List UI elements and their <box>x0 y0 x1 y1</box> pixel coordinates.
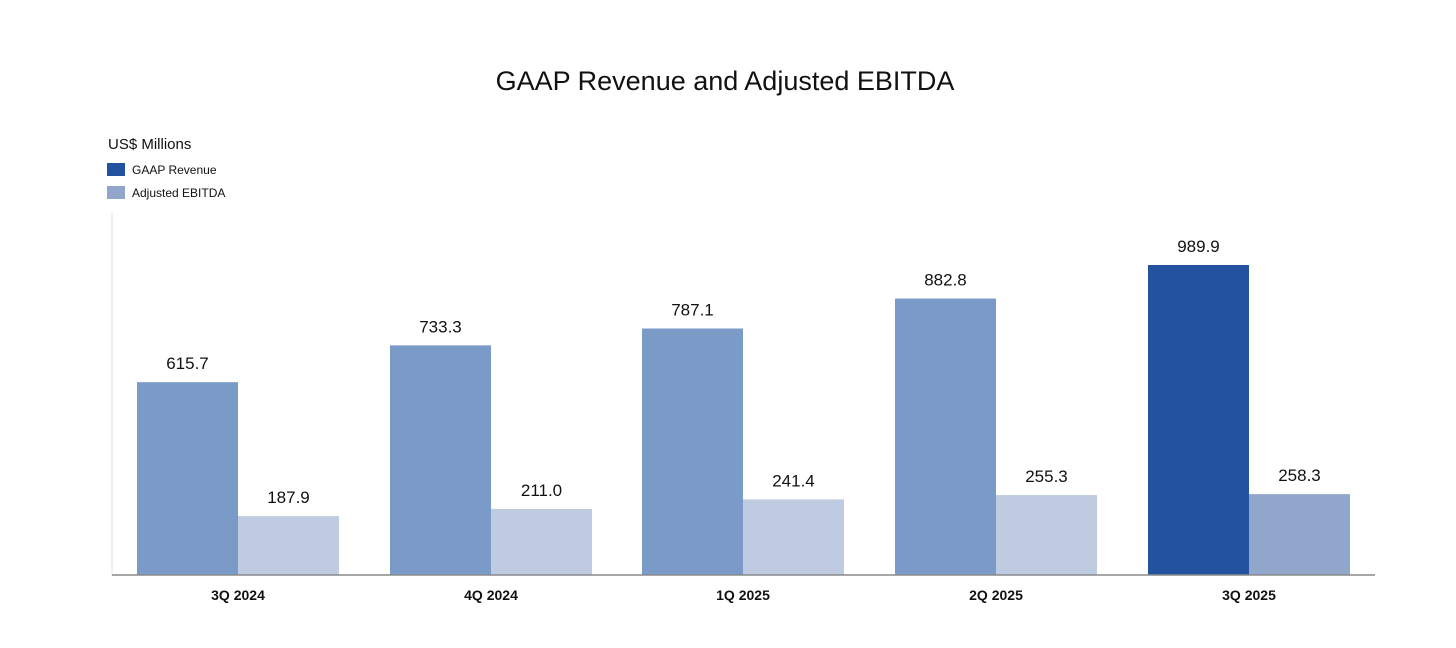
x-tick-labels-group: 3Q 2024 4Q 2024 1Q 2025 2Q 2025 3Q 2025 <box>211 587 1276 603</box>
value-labels-group: 615.7 187.9 733.3 211.0 787.1 241.4 882.8 255.3… <box>166 237 1321 507</box>
bar-adjusted-ebitda-3q-2024 <box>238 516 339 575</box>
bar-gaap-revenue-3q-2024 <box>137 382 238 575</box>
chart-title: GAAP Revenue and Adjusted EBITDA <box>496 66 955 96</box>
value-label-adjusted-ebitda-3q-2025: 258.3 <box>1278 466 1321 485</box>
bars-group <box>137 265 1350 575</box>
bar-adjusted-ebitda-3q-2025 <box>1249 494 1350 575</box>
value-label-adjusted-ebitda-4q-2024: 211.0 <box>521 481 562 500</box>
bar-adjusted-ebitda-1q-2025 <box>743 499 844 575</box>
legend-label-adjusted-ebitda: Adjusted EBITDA <box>132 186 225 200</box>
legend-label-gaap-revenue: GAAP Revenue <box>132 163 217 177</box>
value-label-adjusted-ebitda-2q-2025: 255.3 <box>1025 467 1068 486</box>
legend: GAAP Revenue Adjusted EBITDA <box>107 163 225 200</box>
x-tick-label-1q-2025: 1Q 2025 <box>716 587 770 603</box>
bar-adjusted-ebitda-2q-2025 <box>996 495 1097 575</box>
legend-swatch-gaap-revenue <box>107 163 125 176</box>
value-label-gaap-revenue-4q-2024: 733.3 <box>419 317 462 336</box>
x-tick-label-4q-2024: 4Q 2024 <box>464 587 518 603</box>
bar-gaap-revenue-2q-2025 <box>895 298 996 575</box>
value-label-gaap-revenue-2q-2025: 882.8 <box>924 271 967 290</box>
bar-gaap-revenue-3q-2025 <box>1148 265 1249 575</box>
legend-swatch-adjusted-ebitda <box>107 186 125 199</box>
value-label-adjusted-ebitda-1q-2025: 241.4 <box>772 471 815 490</box>
bar-gaap-revenue-4q-2024 <box>390 345 491 575</box>
x-tick-label-3q-2025: 3Q 2025 <box>1222 587 1276 603</box>
value-label-gaap-revenue-3q-2025: 989.9 <box>1177 237 1220 256</box>
x-tick-label-3q-2024: 3Q 2024 <box>211 587 265 603</box>
y-axis-unit-label: US$ Millions <box>108 136 191 153</box>
value-label-gaap-revenue-1q-2025: 787.1 <box>671 301 714 320</box>
value-label-adjusted-ebitda-3q-2024: 187.9 <box>267 488 310 507</box>
x-tick-label-2q-2025: 2Q 2025 <box>969 587 1023 603</box>
value-label-gaap-revenue-3q-2024: 615.7 <box>166 354 209 373</box>
bar-adjusted-ebitda-4q-2024 <box>491 508 592 575</box>
bar-gaap-revenue-1q-2025 <box>642 328 743 575</box>
